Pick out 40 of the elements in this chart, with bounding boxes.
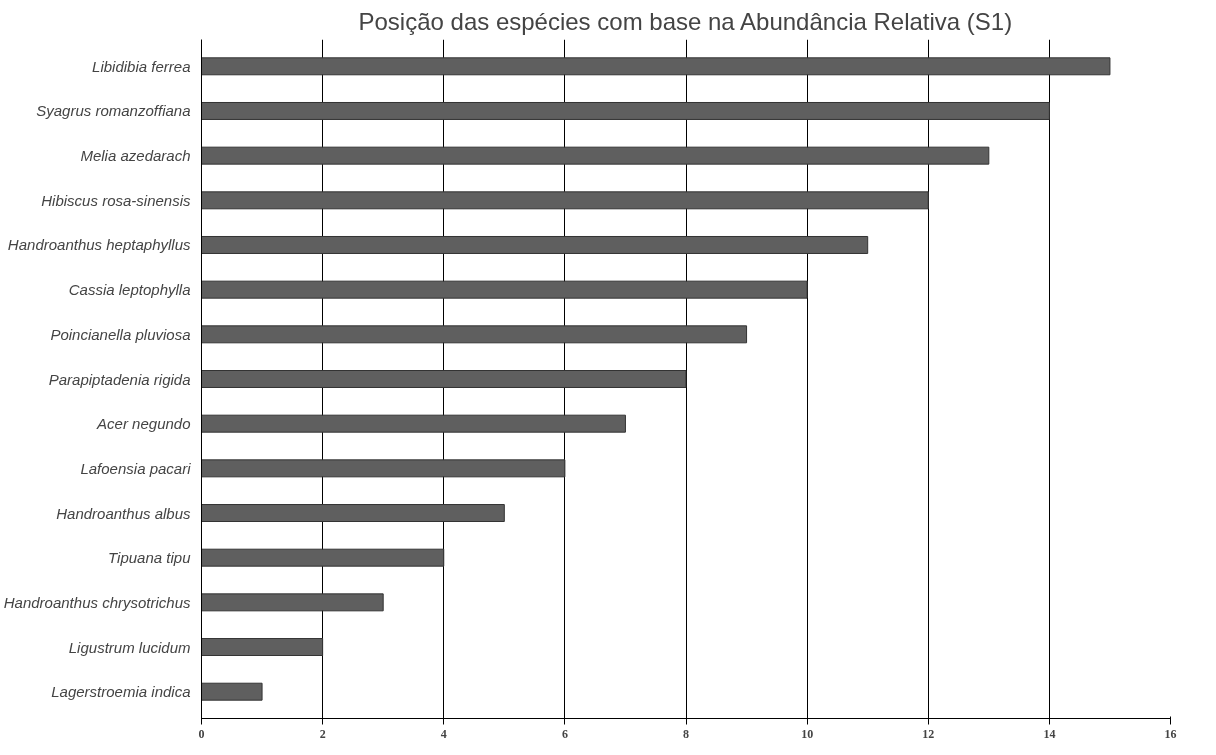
y-tick-label: Ligustrum lucidum: [68, 638, 191, 656]
y-tick-label: Lafoensia pacari: [80, 459, 192, 477]
x-tick-label: 4: [440, 726, 447, 741]
y-tick-label: Tipuana tipu: [108, 549, 192, 567]
y-tick-label: Parapiptadenia rigida: [48, 370, 191, 388]
bar: [201, 414, 626, 433]
x-tick-label: 6: [561, 726, 568, 741]
x-tick-label: 2: [319, 726, 326, 741]
y-tick-label: Melia azedarach: [80, 147, 191, 165]
x-tick-label: 8: [683, 726, 689, 741]
bar: [201, 682, 263, 701]
y-tick-label: Handroanthus heptaphyllus: [7, 236, 191, 254]
bar: [201, 191, 929, 210]
y-tick-label: Lagerstroemia indica: [51, 683, 191, 701]
bar: [201, 370, 687, 388]
y-tick-label: Libidibia ferrea: [92, 57, 191, 75]
bar: [201, 57, 1111, 76]
y-tick-label: Acer negundo: [96, 415, 191, 433]
y-tick-label: Hibiscus rosa-sinensis: [41, 191, 191, 209]
bar: [201, 101, 1050, 120]
x-tick-label: 10: [801, 726, 814, 741]
y-tick-label: Handroanthus albus: [56, 504, 191, 522]
bar: [201, 459, 566, 478]
y-tick-label: Handroanthus chrysotrichus: [3, 593, 191, 611]
chart-title: Posição das espécies com base na Abundância Relativa (S1): [358, 7, 1013, 35]
y-tick-label: Poincianella pluviosa: [50, 325, 191, 343]
bar: [201, 325, 748, 344]
bar: [201, 236, 869, 254]
x-tick-label: 14: [1043, 726, 1056, 741]
x-tick-label: 12: [922, 726, 935, 741]
bar: [201, 548, 445, 567]
bar: [201, 280, 808, 299]
y-tick-label: Syagrus romanzoffiana: [36, 102, 191, 120]
bar: [201, 593, 384, 612]
x-tick-label: 0: [198, 726, 205, 741]
bar: [201, 638, 324, 657]
y-tick-label: Cassia leptophylla: [68, 281, 191, 299]
x-tick-label: 16: [1164, 726, 1177, 741]
bar: [201, 146, 990, 165]
bar: [201, 504, 505, 522]
